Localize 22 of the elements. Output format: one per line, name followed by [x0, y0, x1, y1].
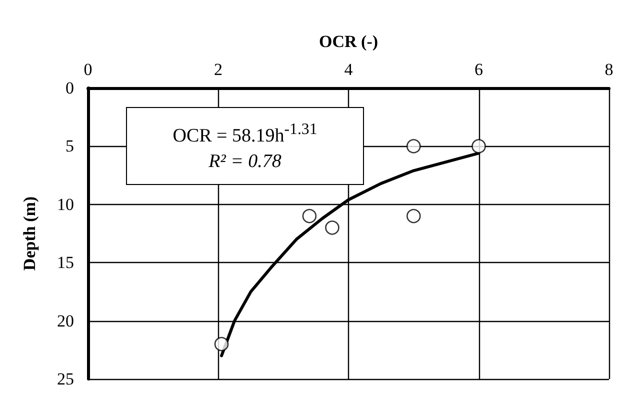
x-tick-label: 8 — [604, 60, 614, 79]
y-tick-label: 15 — [57, 253, 74, 272]
point — [302, 208, 317, 224]
point — [472, 139, 486, 154]
x-tick-label: 0 — [84, 60, 92, 79]
annotation: R² = 0.78 — [208, 150, 282, 174]
point — [325, 220, 340, 235]
y-tick-label: 5 — [66, 136, 74, 156]
y-tick-label: 10 — [57, 194, 74, 214]
y-tick-label: 20 — [57, 311, 74, 330]
point — [406, 208, 421, 224]
y-tick-label: 0 — [66, 78, 74, 98]
point — [214, 336, 229, 352]
x-tick-label: 4 — [344, 60, 354, 79]
y-tick-label: 25 — [57, 370, 74, 388]
x-axis-title: OCR (-) — [318, 32, 378, 51]
x-tick-label: 2 — [214, 60, 222, 79]
y-axis-title: Depth (m) — [20, 196, 39, 271]
annotation: OCR = 58.19h$^{-1.31}$ — [172, 120, 318, 148]
x-tick-label: 6 — [474, 60, 483, 79]
equation-box: OCR = 58.19h$^{-1.31}$ R² = 0.78 — [126, 107, 364, 185]
point — [406, 139, 421, 154]
